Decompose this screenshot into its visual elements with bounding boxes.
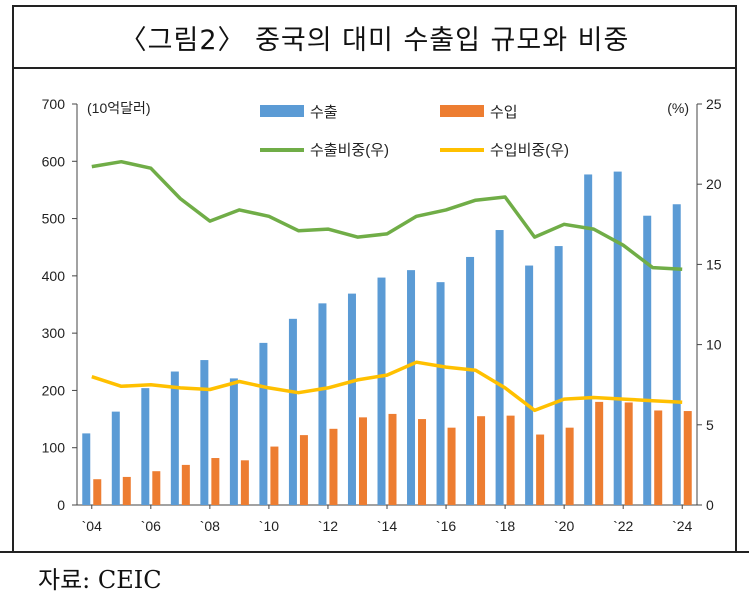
export-bar <box>584 174 593 505</box>
export-bar <box>495 230 504 505</box>
export-bar <box>200 360 209 505</box>
import-bar <box>122 476 131 505</box>
export-bar <box>525 265 534 505</box>
import-bar <box>418 419 427 505</box>
x-tick-label: `22 <box>613 518 633 534</box>
x-tick-label: `08 <box>200 518 220 534</box>
legend-export-label: 수출 <box>310 104 338 121</box>
export-share-line <box>91 159 683 271</box>
export-bar <box>318 303 327 505</box>
export-bar <box>82 433 91 505</box>
right-tick-label: 25 <box>706 96 722 112</box>
left-unit-label: (10억달러) <box>87 100 151 116</box>
x-tick-label: `04 <box>82 518 102 534</box>
export-bar <box>466 256 475 505</box>
left-tick-label: 200 <box>42 382 66 398</box>
x-tick-label: `10 <box>259 518 279 534</box>
export-bar <box>259 342 268 505</box>
export-bar <box>288 318 297 505</box>
export-bar <box>436 282 445 505</box>
export-bar <box>229 378 238 505</box>
left-tick-label: 400 <box>42 268 66 284</box>
export-bar <box>554 246 563 505</box>
bottom-rule <box>0 551 749 553</box>
legend-import-label: 수입 <box>490 104 518 121</box>
lines <box>91 159 683 413</box>
left-tick-label: 300 <box>42 325 66 341</box>
legend-export-swatch <box>260 105 304 117</box>
import-bar <box>683 411 692 505</box>
export-bar <box>407 270 416 505</box>
right-tick-label: 5 <box>706 417 714 433</box>
left-tick-label: 600 <box>42 153 66 169</box>
legend-import-share-label: 수입비중(우) <box>490 142 569 159</box>
x-tick-label: `18 <box>495 518 515 534</box>
import-bar <box>565 427 574 505</box>
import-bar <box>329 428 338 505</box>
import-bar <box>477 416 486 505</box>
legend-import-swatch <box>440 105 484 117</box>
import-bar <box>93 479 102 505</box>
export-bar <box>643 215 652 505</box>
import-bar <box>240 460 249 505</box>
import-bar <box>211 458 220 505</box>
left-tick-label: 100 <box>42 440 66 456</box>
x-tick-label: `24 <box>672 518 692 534</box>
import-bar <box>654 410 663 505</box>
import-bar <box>388 413 397 505</box>
right-tick-label: 15 <box>706 256 722 272</box>
chart-title: 〈그림2〉 중국의 대미 수출입 규모와 비중 <box>119 24 630 56</box>
x-tick-label: `20 <box>554 518 574 534</box>
import-share-line <box>91 360 683 413</box>
x-tick-label: `06 <box>141 518 161 534</box>
import-bar <box>299 435 308 505</box>
import-bar <box>447 427 456 505</box>
import-bar <box>595 401 604 505</box>
x-tick-label: `14 <box>377 518 397 534</box>
x-tick-label: `12 <box>318 518 338 534</box>
export-bar <box>347 293 356 505</box>
right-tick-label: 0 <box>706 497 714 513</box>
export-bar <box>170 371 179 505</box>
left-tick-label: 700 <box>42 96 66 112</box>
import-bar <box>358 417 367 505</box>
import-bar <box>181 464 190 505</box>
right-tick-label: 10 <box>706 337 722 353</box>
import-bar <box>624 402 633 505</box>
import-bar <box>270 446 279 505</box>
x-tick-label: `16 <box>436 518 456 534</box>
chart-panel <box>12 68 737 552</box>
bars <box>82 171 692 505</box>
axes: 0 100 200 300 400 500 600 700 0 5 10 15 20 25 `04 `06 `0… <box>42 96 722 534</box>
export-bar <box>377 277 386 505</box>
export-bar <box>141 388 150 505</box>
import-bar <box>506 415 515 505</box>
right-unit-label: (%) <box>667 100 689 116</box>
import-bar <box>536 434 545 505</box>
left-tick-label: 500 <box>42 211 66 227</box>
export-bar <box>613 171 622 505</box>
export-bar <box>672 204 681 505</box>
export-bar <box>111 411 120 505</box>
right-tick-label: 20 <box>706 176 722 192</box>
import-bar <box>152 471 161 505</box>
legend-export-share-label: 수출비중(우) <box>310 142 389 159</box>
left-tick-label: 0 <box>57 497 65 513</box>
title-box: 〈그림2〉 중국의 대미 수출입 규모와 비중 <box>12 5 737 69</box>
source-note: 자료: CEIC <box>38 566 162 594</box>
